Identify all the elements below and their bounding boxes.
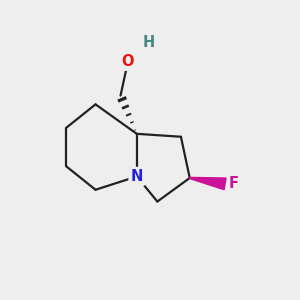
- Text: H: H: [142, 35, 155, 50]
- Text: F: F: [229, 176, 239, 191]
- Text: O: O: [122, 54, 134, 69]
- Text: N: N: [130, 169, 143, 184]
- Polygon shape: [190, 177, 226, 190]
